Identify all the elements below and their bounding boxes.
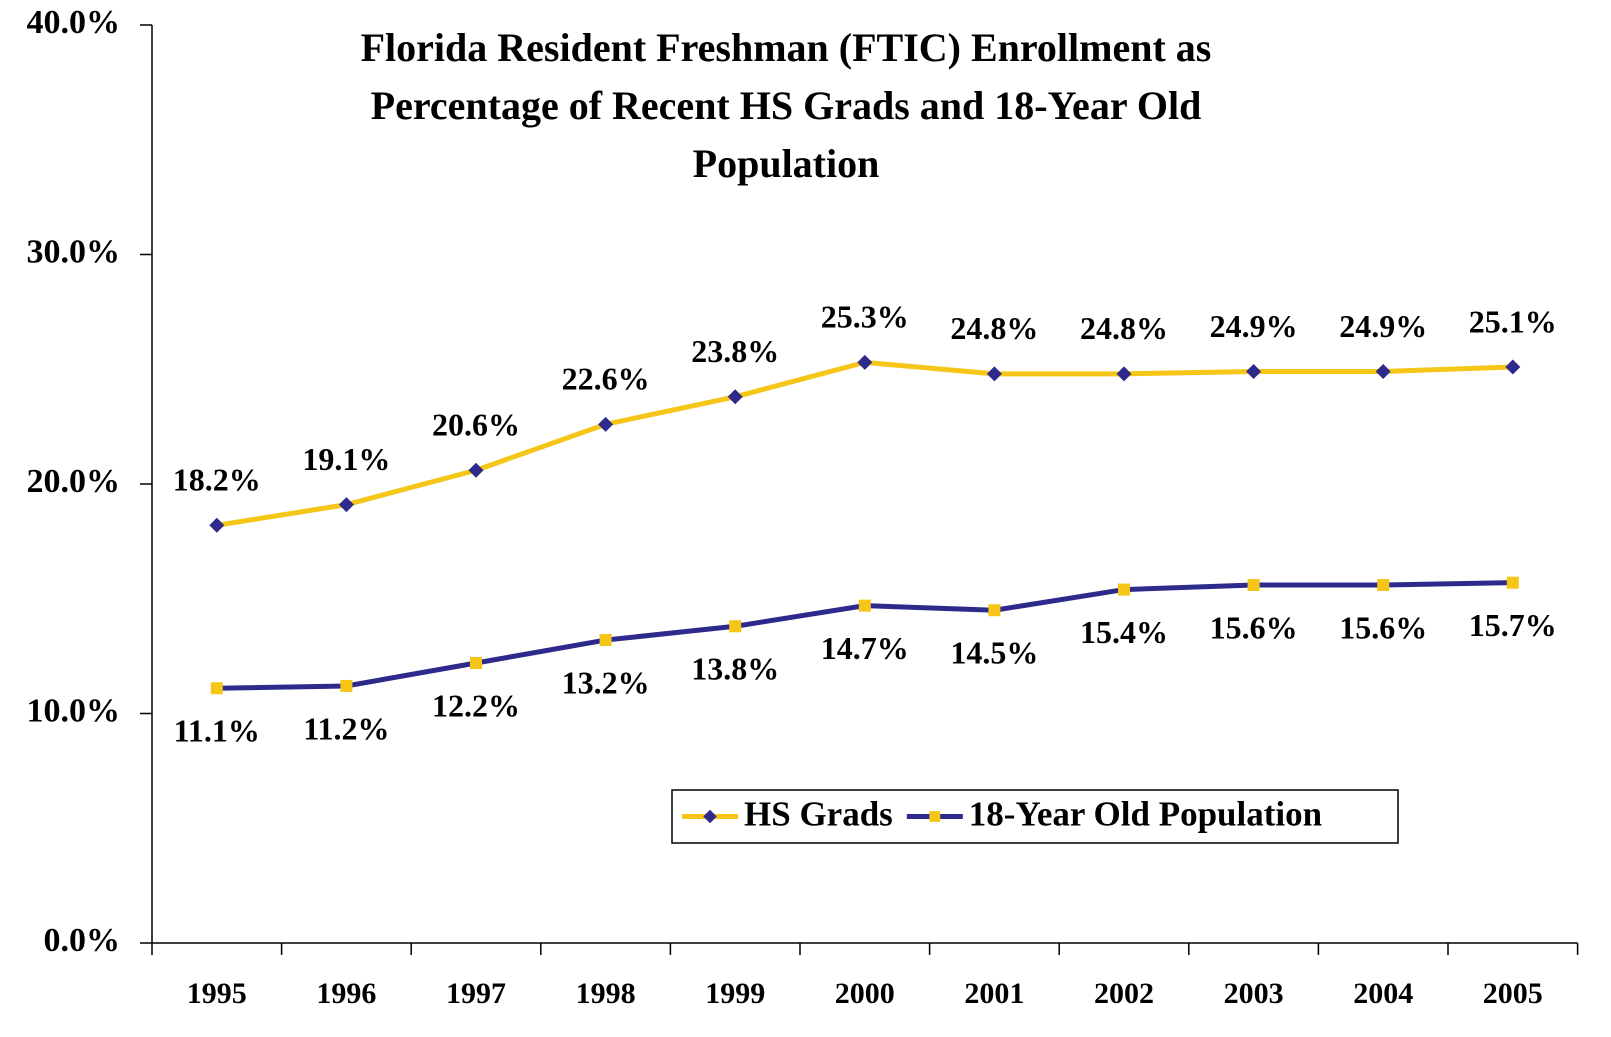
marker [1505, 359, 1521, 375]
marker [340, 679, 353, 692]
data-label: 18.2% [173, 462, 261, 498]
marker [857, 354, 873, 370]
marker [210, 682, 223, 695]
y-tick-label: 20.0% [27, 463, 121, 500]
marker [1247, 578, 1260, 591]
x-tick-label: 1999 [705, 977, 765, 1010]
data-label: 24.8% [950, 310, 1038, 346]
data-label: 15.4% [1080, 614, 1168, 650]
data-label: 24.9% [1210, 308, 1298, 344]
data-label: 25.1% [1469, 303, 1557, 339]
x-tick-label: 1998 [576, 977, 636, 1010]
marker [470, 657, 482, 670]
data-label: 24.9% [1339, 308, 1427, 344]
legend-label: HS Grads [744, 795, 893, 834]
y-tick-label: 0.0% [44, 922, 121, 959]
marker [209, 517, 225, 533]
legend-box [671, 789, 1399, 844]
x-tick-label: 2005 [1483, 977, 1543, 1010]
marker [729, 620, 742, 633]
data-label: 14.5% [950, 635, 1038, 671]
x-tick-label: 2001 [964, 977, 1024, 1010]
marker [598, 416, 614, 432]
marker [1375, 364, 1391, 380]
x-tick-label: 1997 [446, 977, 506, 1010]
data-label: 13.8% [691, 651, 779, 687]
x-tick-label: 1995 [187, 977, 247, 1010]
data-label: 19.1% [302, 441, 390, 477]
marker [727, 389, 743, 405]
y-tick-label: 30.0% [27, 233, 121, 270]
marker [703, 809, 717, 824]
data-label: 14.7% [821, 630, 909, 666]
data-label: 12.2% [432, 687, 520, 723]
chart-title: Florida Resident Freshman (FTIC) Enrollm… [361, 25, 1212, 70]
marker [468, 462, 484, 478]
chart-title: Percentage of Recent HS Grads and 18-Yea… [371, 83, 1202, 128]
data-label: 20.6% [432, 407, 520, 443]
x-tick-label: 2004 [1353, 977, 1413, 1010]
y-tick-label: 40.0% [27, 4, 121, 41]
marker [1118, 583, 1130, 596]
chart-title: Population [693, 141, 880, 186]
marker [986, 366, 1002, 382]
marker [1506, 576, 1519, 589]
data-label: 25.3% [821, 299, 909, 335]
x-tick-label: 2002 [1094, 977, 1154, 1010]
x-tick-label: 2000 [835, 977, 895, 1010]
data-label: 15.6% [1210, 609, 1298, 645]
data-label: 15.6% [1339, 609, 1427, 645]
marker [858, 599, 871, 612]
series-line [216, 359, 1513, 528]
legend-label: 18-Year Old Population [969, 795, 1322, 834]
marker [1116, 366, 1132, 382]
data-label: 24.8% [1080, 310, 1168, 346]
x-tick-label: 2003 [1224, 977, 1284, 1010]
marker [988, 604, 1001, 617]
data-label: 22.6% [562, 361, 650, 397]
y-tick-label: 10.0% [27, 692, 121, 729]
marker [929, 811, 941, 822]
marker [1377, 578, 1390, 591]
data-label: 11.2% [303, 710, 389, 746]
data-label: 11.1% [174, 713, 260, 749]
data-label: 13.2% [562, 664, 650, 700]
x-tick-label: 1996 [316, 977, 376, 1010]
data-label: 23.8% [691, 333, 779, 369]
marker [1246, 364, 1262, 380]
marker [338, 497, 354, 513]
marker [599, 634, 612, 647]
data-label: 15.7% [1469, 607, 1557, 643]
